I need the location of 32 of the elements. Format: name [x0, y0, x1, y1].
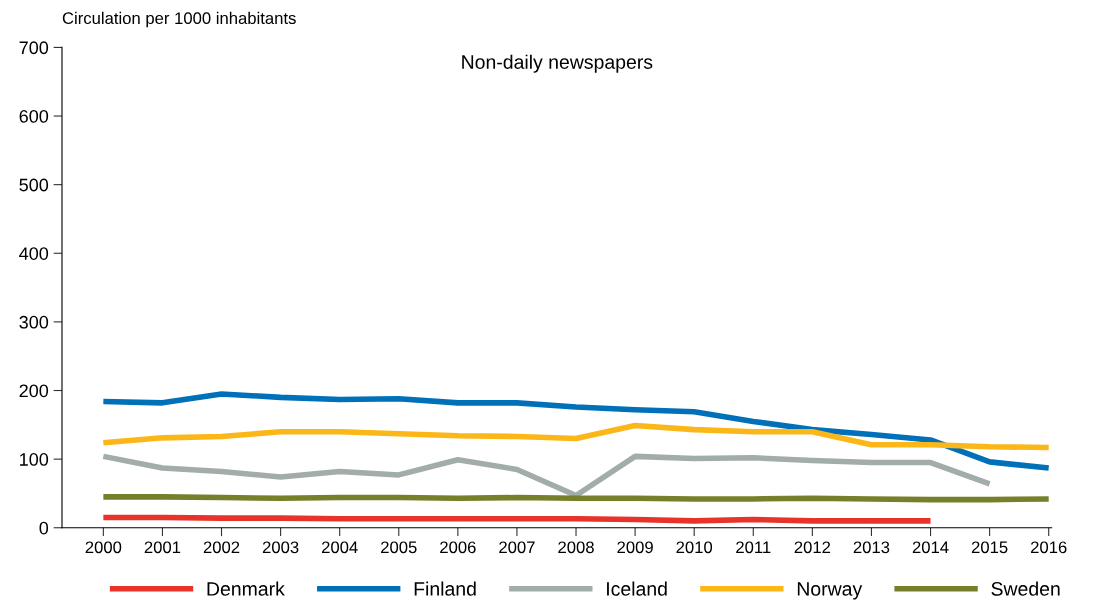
- legend-label: Sweden: [991, 581, 1060, 596]
- x-tick-label: 2009: [617, 541, 653, 554]
- y-tick-label: 100: [20, 453, 49, 466]
- x-tick-label: 2011: [736, 541, 771, 554]
- x-tick-label: 2002: [203, 541, 240, 554]
- y-tick-label: 600: [19, 109, 49, 123]
- x-tick-label: 2000: [85, 541, 122, 554]
- x-tick-label: 2006: [440, 541, 476, 554]
- legend-label: Norway: [797, 582, 863, 600]
- x-tick-label: 2014: [912, 541, 949, 554]
- chart-title: Non-daily newspapers: [462, 54, 653, 73]
- x-tick-label: 2007: [499, 541, 535, 554]
- legend-label: Denmark: [207, 581, 285, 596]
- legend-label: Finland: [414, 581, 476, 596]
- y-tick-label: 200: [19, 384, 49, 398]
- x-tick-label: 2004: [321, 541, 358, 554]
- y-tick-label: 700: [19, 41, 49, 55]
- y-tick-label: 0: [39, 521, 49, 535]
- x-tick-label: 2013: [853, 541, 890, 554]
- x-tick-label: 2003: [262, 541, 299, 554]
- x-tick-label: 2005: [381, 541, 417, 554]
- legend-label: Iceland: [607, 581, 667, 596]
- y-tick-label: 300: [19, 315, 49, 329]
- x-tick-label: 2012: [794, 541, 831, 554]
- y-axis-title: Circulation per 1000 inhabitants: [62, 11, 296, 28]
- x-tick-label: 2015: [971, 541, 1008, 554]
- y-tick-label: 500: [19, 178, 49, 192]
- x-tick-label: 2001: [144, 541, 181, 554]
- x-tick-label: 2010: [676, 541, 713, 554]
- x-tick-label: 2008: [558, 541, 594, 554]
- y-tick-label: 400: [19, 247, 49, 260]
- x-tick-label: 2016: [1031, 541, 1067, 554]
